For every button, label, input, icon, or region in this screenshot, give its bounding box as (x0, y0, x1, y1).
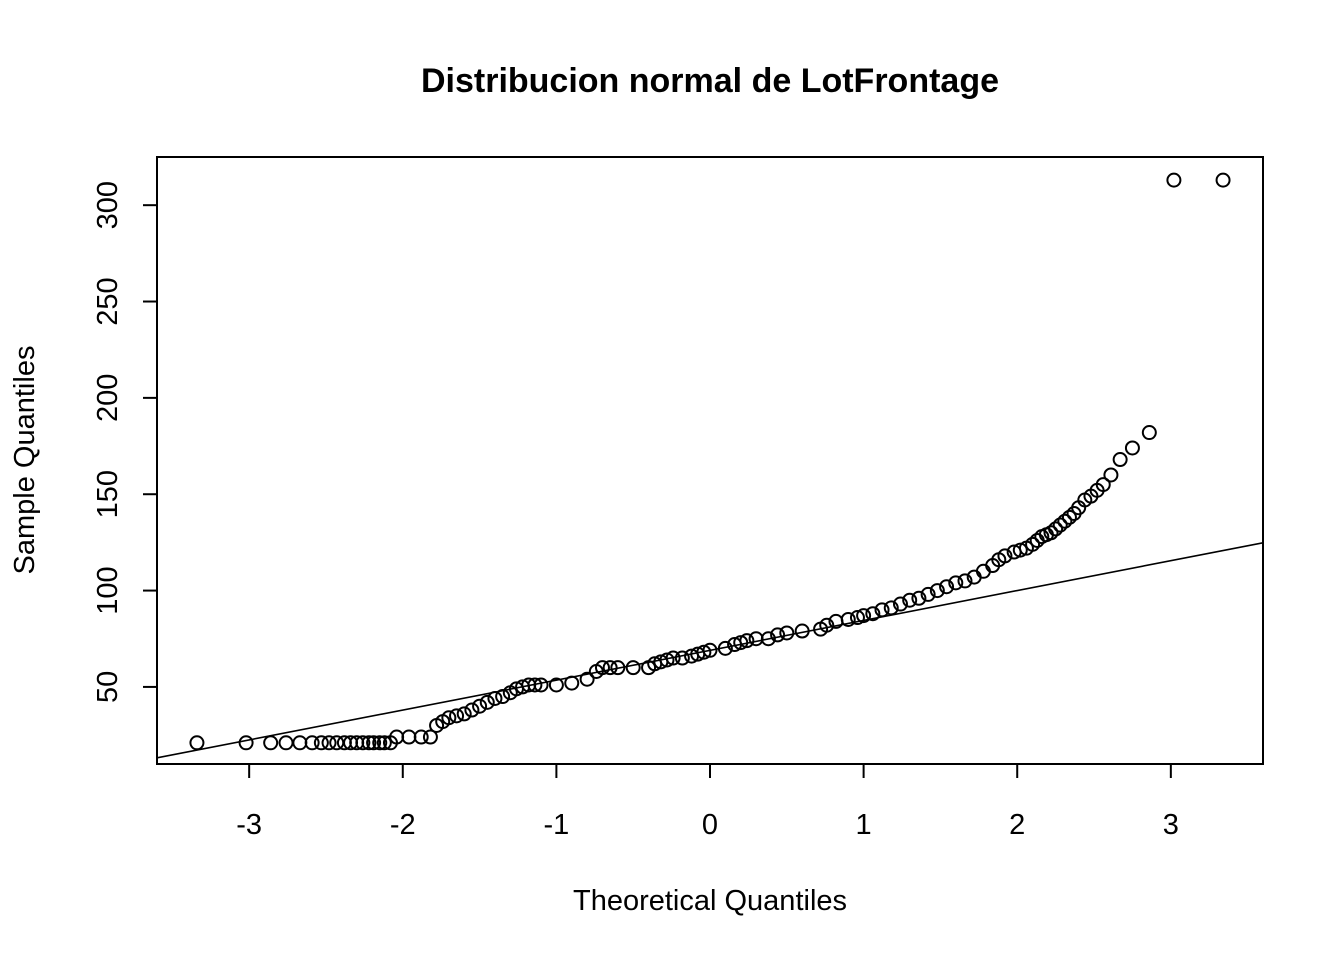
data-point (779, 625, 795, 641)
data-point (1025, 536, 1041, 552)
data-point (748, 631, 764, 647)
data-point (472, 698, 488, 714)
data-point (674, 650, 690, 666)
data-point (449, 708, 465, 724)
data-point (1057, 513, 1073, 529)
data-point (920, 586, 936, 602)
data-point (189, 735, 205, 751)
data-point (372, 735, 388, 751)
plot-contents (157, 172, 1263, 759)
x-tick-label: -3 (236, 809, 262, 841)
data-point (602, 660, 618, 676)
data-point (579, 671, 595, 687)
data-point (1048, 521, 1064, 537)
data-point (495, 689, 511, 705)
data-point (929, 583, 945, 599)
x-tick-label: 0 (702, 809, 718, 841)
data-point (717, 640, 733, 656)
data-point (238, 735, 254, 751)
data-point (659, 652, 675, 668)
data-point (902, 592, 918, 608)
data-point (313, 735, 329, 751)
data-point (948, 575, 964, 591)
data-point (911, 590, 927, 606)
data-point (564, 675, 580, 691)
x-tick-label: 2 (1009, 809, 1025, 841)
data-point (760, 631, 776, 647)
data-point (594, 660, 610, 676)
data-point (292, 735, 308, 751)
data-point (1124, 440, 1140, 456)
data-point (1095, 477, 1111, 493)
data-point (819, 617, 835, 633)
data-point (401, 729, 417, 745)
data-point (874, 602, 890, 618)
data-point (366, 735, 382, 751)
data-point (733, 635, 749, 651)
data-point (883, 600, 899, 616)
data-point (548, 677, 564, 693)
data-point (1141, 425, 1157, 441)
y-tick-label: 100 (92, 566, 124, 614)
data-point (441, 710, 457, 726)
x-tick-label: 3 (1163, 809, 1179, 841)
data-point (422, 729, 438, 745)
data-point (487, 690, 503, 706)
data-point (1061, 509, 1077, 525)
data-point (840, 611, 856, 627)
data-point (997, 548, 1013, 564)
data-point (610, 660, 626, 676)
data-point (355, 735, 371, 751)
data-point (849, 610, 865, 626)
data-point (1215, 172, 1231, 188)
data-point (939, 579, 955, 595)
plot-area: -3 -2 -1 0 1 2 3 50 100 150 200 250 300 (92, 172, 1263, 841)
data-point (1112, 452, 1128, 468)
data-point (1052, 517, 1068, 533)
data-point (1166, 172, 1182, 188)
data-point (739, 633, 755, 649)
data-point (321, 735, 337, 751)
data-point (1103, 467, 1119, 483)
data-point (278, 735, 294, 751)
data-point (892, 596, 908, 612)
data-point (479, 694, 495, 710)
data-point (702, 642, 718, 658)
y-axis-label: Sample Quantiles (9, 346, 41, 575)
data-point (533, 677, 549, 693)
data-point (413, 729, 429, 745)
data-point (527, 677, 543, 693)
data-point (1043, 525, 1059, 541)
data-point (361, 735, 377, 751)
y-tick-label: 150 (92, 470, 124, 518)
chart-title: Distribucion normal de LotFrontage (421, 62, 999, 100)
y-tick-label: 200 (92, 374, 124, 422)
data-point (794, 623, 810, 639)
data-point (770, 627, 786, 643)
plot-frame (156, 156, 1264, 765)
data-point (376, 735, 392, 751)
data-point (665, 650, 681, 666)
x-tick-label: -2 (390, 809, 416, 841)
y-tick-label: 300 (92, 181, 124, 229)
data-point (696, 644, 712, 660)
data-point (263, 735, 279, 751)
data-point (464, 702, 480, 718)
data-point (1012, 542, 1028, 558)
data-point (856, 608, 872, 624)
data-point (456, 706, 472, 722)
data-point (865, 606, 881, 622)
x-tick-label: 1 (856, 809, 872, 841)
x-tick-label: -1 (543, 809, 569, 841)
y-tick-label: 50 (92, 671, 124, 703)
y-tick-label: 250 (92, 277, 124, 325)
data-point (625, 660, 641, 676)
x-axis-label: Theoretical Quantiles (573, 885, 847, 917)
data-point (957, 573, 973, 589)
data-point (304, 735, 320, 751)
